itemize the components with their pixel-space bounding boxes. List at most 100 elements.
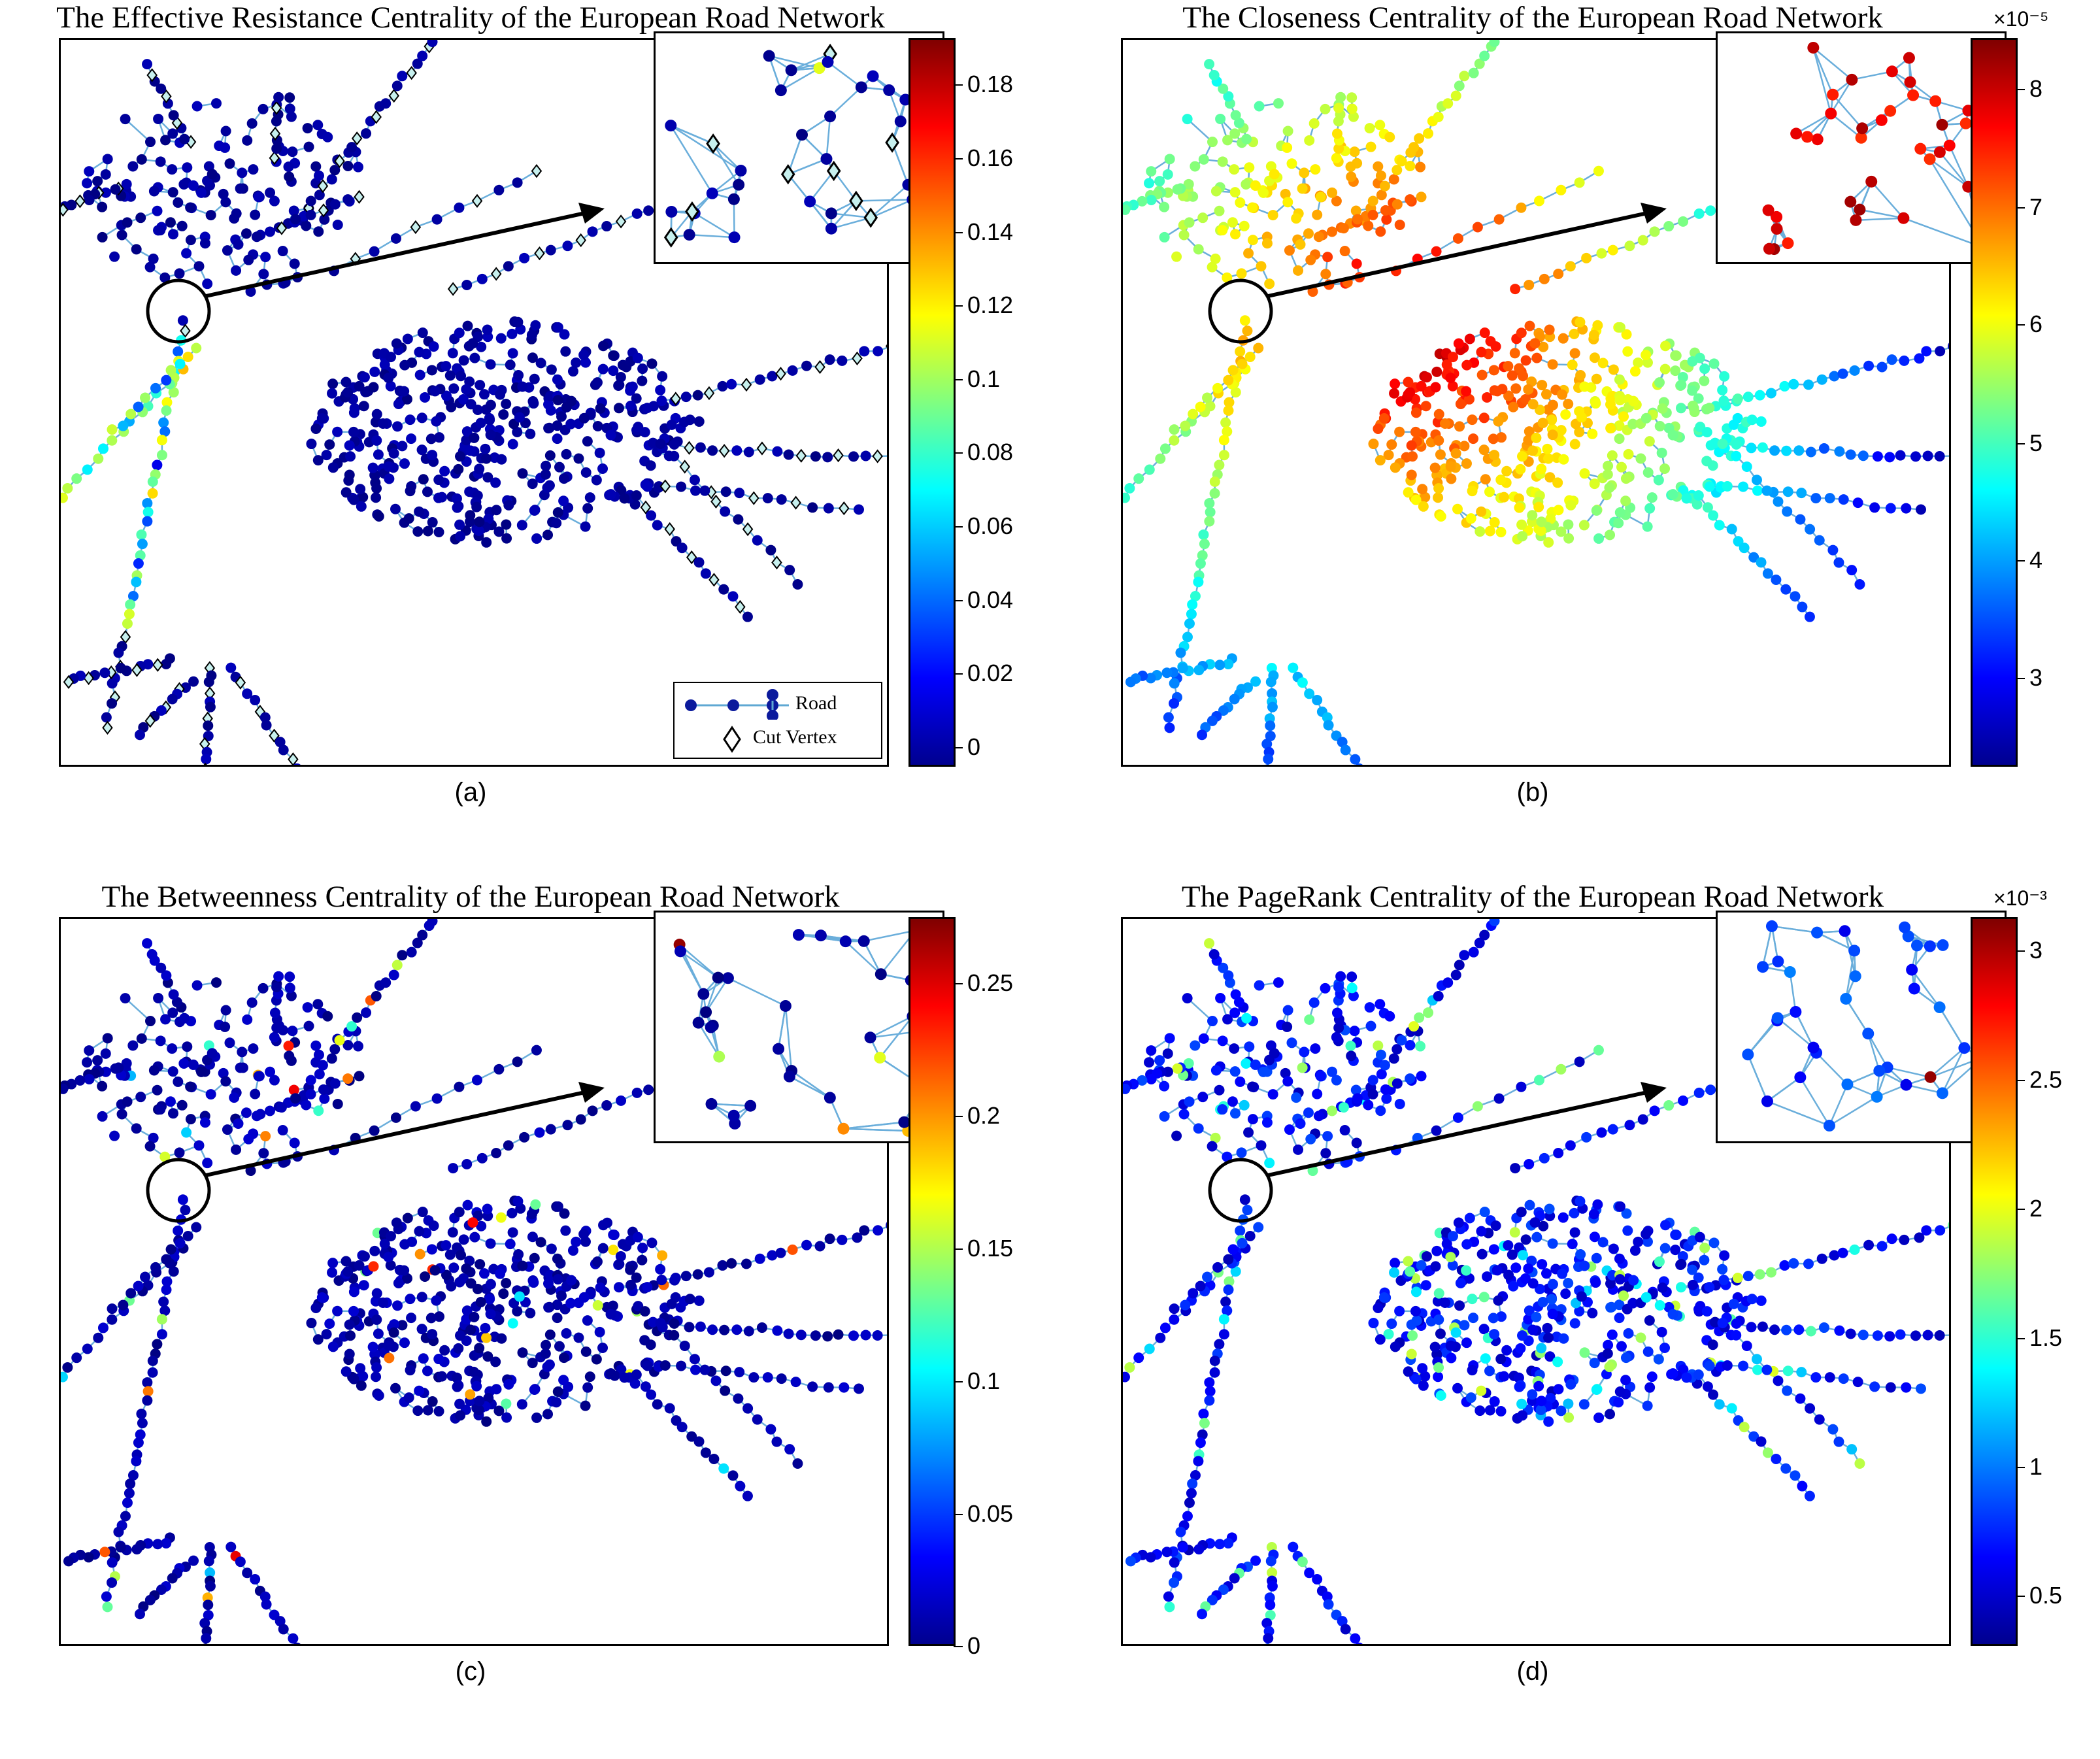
road-node bbox=[1782, 237, 1794, 250]
road-node bbox=[478, 1268, 490, 1279]
road-node bbox=[1442, 98, 1454, 109]
road-node bbox=[289, 258, 300, 269]
cut-vertex-marker bbox=[531, 163, 542, 178]
colorbar-tick-mark bbox=[954, 452, 963, 454]
road-node bbox=[1818, 443, 1829, 454]
road-node bbox=[1838, 494, 1849, 505]
road-node bbox=[429, 386, 441, 397]
road-node bbox=[1659, 363, 1671, 375]
panel-a: The Effective Resistance Centrality of t… bbox=[0, 0, 1033, 863]
road-node bbox=[1388, 174, 1399, 185]
road-node bbox=[1261, 739, 1273, 750]
road-node bbox=[414, 1248, 425, 1260]
cut-vertex-marker bbox=[684, 441, 695, 455]
road-node bbox=[1518, 371, 1529, 382]
road-node bbox=[655, 384, 666, 395]
road-node bbox=[447, 348, 458, 359]
road-node bbox=[371, 435, 382, 446]
road-node bbox=[1214, 460, 1225, 471]
road-edge bbox=[670, 125, 742, 172]
road-node bbox=[426, 365, 437, 376]
road-node bbox=[1539, 273, 1550, 284]
road-node bbox=[434, 1311, 445, 1322]
road-node bbox=[1386, 439, 1397, 450]
road-node bbox=[481, 537, 492, 548]
road-node bbox=[552, 395, 563, 406]
road-node bbox=[120, 114, 131, 125]
road-node bbox=[540, 1348, 551, 1359]
road-node bbox=[327, 1258, 339, 1269]
road-node bbox=[1641, 412, 1652, 424]
road-node bbox=[625, 400, 637, 411]
panel-label: (b) bbox=[1516, 778, 1549, 807]
cut-vertex-marker bbox=[872, 449, 883, 463]
road-node bbox=[1790, 127, 1803, 140]
road-node bbox=[414, 1226, 425, 1237]
road-node bbox=[161, 397, 173, 408]
road-node bbox=[290, 214, 301, 225]
road-node bbox=[156, 83, 167, 94]
road-node bbox=[383, 373, 394, 384]
road-node bbox=[1553, 269, 1564, 280]
colorbar-tick-mark bbox=[2016, 89, 2025, 91]
road-node bbox=[397, 441, 408, 452]
road-node bbox=[1524, 320, 1535, 331]
road-node bbox=[765, 544, 776, 556]
road-node bbox=[1520, 394, 1531, 405]
road-node bbox=[280, 276, 291, 288]
road-node bbox=[306, 439, 317, 450]
road-node bbox=[191, 343, 202, 354]
cut-vertex-marker bbox=[748, 491, 759, 505]
road-node bbox=[177, 315, 188, 326]
road-node bbox=[584, 492, 595, 503]
road-node bbox=[1814, 535, 1825, 546]
road-node bbox=[422, 486, 433, 497]
road-node bbox=[571, 357, 582, 368]
road-node bbox=[1230, 110, 1241, 121]
road-node bbox=[397, 1320, 408, 1331]
road-node bbox=[582, 436, 593, 447]
road-node bbox=[1379, 180, 1390, 192]
road-node bbox=[148, 186, 159, 197]
road-node bbox=[1914, 353, 1925, 364]
road-node bbox=[332, 426, 343, 437]
road-node bbox=[416, 1292, 427, 1303]
road-node bbox=[368, 382, 379, 393]
road-node bbox=[1171, 251, 1182, 262]
road-node bbox=[1508, 401, 1519, 412]
road-node bbox=[1352, 214, 1363, 225]
road-node bbox=[1293, 265, 1304, 276]
road-node bbox=[1452, 503, 1463, 514]
road-node bbox=[461, 384, 472, 395]
road-node bbox=[1699, 363, 1710, 375]
colorbar-tick-label: 0.08 bbox=[967, 439, 1014, 466]
road-node bbox=[188, 676, 199, 687]
road-node bbox=[1169, 698, 1180, 709]
road-node bbox=[1846, 565, 1858, 576]
road-node bbox=[717, 380, 728, 392]
road-node bbox=[680, 392, 692, 403]
road-node bbox=[1183, 178, 1194, 190]
road-node bbox=[469, 1231, 480, 1243]
road-node bbox=[312, 120, 324, 131]
road-node bbox=[631, 208, 642, 219]
road-node bbox=[480, 443, 491, 454]
road-node bbox=[161, 658, 172, 669]
road-node bbox=[1350, 754, 1361, 765]
road-node bbox=[580, 467, 592, 478]
road-node bbox=[1253, 343, 1264, 354]
road-node bbox=[1676, 379, 1687, 390]
road-node bbox=[517, 1347, 528, 1358]
road-node bbox=[1421, 372, 1432, 383]
road-node bbox=[559, 1208, 570, 1219]
road-node bbox=[1489, 40, 1500, 48]
road-node bbox=[178, 178, 190, 190]
road-node bbox=[1667, 489, 1678, 500]
road-node bbox=[1431, 246, 1442, 257]
road-node bbox=[142, 516, 153, 527]
road-node bbox=[1308, 118, 1320, 129]
road-node bbox=[1431, 366, 1442, 377]
road-node bbox=[342, 160, 354, 171]
road-node bbox=[358, 1371, 369, 1382]
road-node bbox=[1856, 122, 1869, 135]
